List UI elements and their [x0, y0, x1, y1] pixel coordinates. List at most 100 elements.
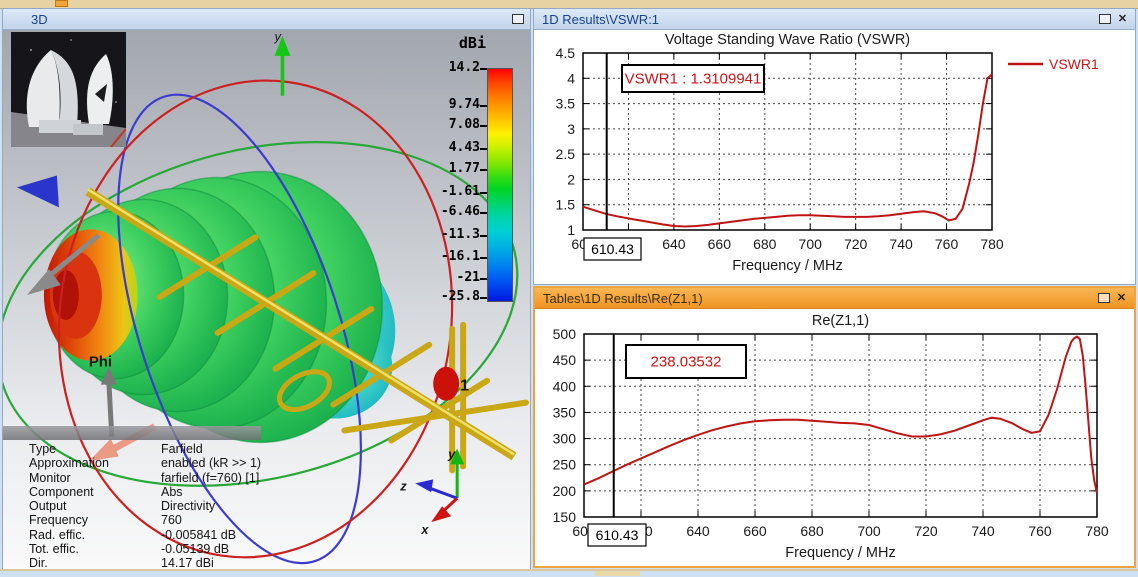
- svg-text:250: 250: [553, 457, 577, 473]
- info-row: Type Farfield: [29, 442, 203, 456]
- port-marker: [433, 366, 460, 401]
- close-icon[interactable]: ✕: [1116, 291, 1127, 304]
- x-axis-label: Frequency / MHz: [732, 258, 842, 274]
- panel-3d: 3D: [2, 8, 531, 570]
- svg-text:760: 760: [1028, 523, 1052, 539]
- restore-icon[interactable]: [1099, 14, 1111, 24]
- svg-text:450: 450: [553, 352, 577, 368]
- coordinate-circle-blue: [117, 93, 362, 565]
- port-label: 1: [460, 378, 469, 395]
- colorbar: [487, 68, 513, 302]
- panel-3d-titlebar[interactable]: 3D: [3, 9, 530, 30]
- status-accent: [595, 571, 640, 576]
- svg-text:3.5: 3.5: [556, 96, 576, 112]
- svg-text:3: 3: [567, 121, 575, 137]
- info-row: Tot. effic. -0.05139 dB: [29, 542, 230, 557]
- rez-chart-area: 6006206406606807007207407607801502002503…: [535, 309, 1134, 566]
- svg-text:780: 780: [980, 236, 1004, 252]
- panel-3d-title: 3D: [31, 11, 48, 27]
- close-icon[interactable]: ✕: [1117, 12, 1128, 25]
- info-row: Rad. effic. -0.005841 dB: [29, 527, 237, 542]
- series-Re(Z1,1): [583, 335, 1098, 494]
- triad-z-label: z: [399, 478, 407, 493]
- svg-text:4: 4: [567, 70, 575, 86]
- info-row: Monitor farfield (f=760) [1]: [29, 470, 260, 485]
- svg-text:2.5: 2.5: [556, 146, 576, 162]
- panel-vswr-titlebar[interactable]: 1D Results\VSWR:1 ✕: [534, 9, 1135, 30]
- svg-text:640: 640: [686, 523, 710, 539]
- svg-text:660: 660: [743, 523, 767, 539]
- panel-rez: Tables\1D Results\Re(Z1,1) ✕ 60062064066…: [533, 286, 1136, 568]
- info-overlay-bar: [3, 426, 261, 440]
- rez-chart[interactable]: 6006206406606807007207407607801502002503…: [535, 309, 1135, 567]
- phi-label: Phi: [89, 354, 112, 371]
- svg-text:1.5: 1.5: [556, 197, 576, 213]
- svg-text:780: 780: [1085, 523, 1109, 539]
- svg-text:680: 680: [753, 236, 777, 252]
- 3d-viewport[interactable]: Phi y 1 y z x: [3, 30, 530, 570]
- svg-text:400: 400: [553, 378, 577, 394]
- svg-text:610.43: 610.43: [591, 241, 634, 257]
- svg-text:350: 350: [553, 404, 577, 420]
- info-row: Approximation enabled (kR >> 1): [29, 456, 262, 471]
- chart-title: Re(Z1,1): [812, 313, 869, 329]
- restore-icon[interactable]: [1098, 293, 1110, 303]
- axis-triad-icon: [415, 448, 465, 523]
- svg-text:238.03532: 238.03532: [651, 354, 722, 371]
- svg-text:4.5: 4.5: [556, 45, 576, 61]
- marker-x-box: [587, 523, 647, 547]
- svg-text:300: 300: [553, 431, 577, 447]
- svg-text:760: 760: [935, 236, 959, 252]
- vswr-chart[interactable]: 60062064066068070072074076078011.522.533…: [534, 30, 1134, 285]
- svg-text:610.43: 610.43: [596, 527, 639, 543]
- svg-text:1: 1: [567, 222, 575, 238]
- svg-text:700: 700: [799, 236, 823, 252]
- svg-text:2: 2: [567, 171, 575, 187]
- info-row: Output Directivity: [29, 499, 216, 514]
- legend-label: VSWR1: [1049, 56, 1099, 72]
- 3d-scene: Phi y 1 y z x: [3, 30, 530, 565]
- vswr-chart-area: 60062064066068070072074076078011.522.533…: [534, 30, 1135, 284]
- toolbar-accent: [55, 0, 68, 7]
- status-strip: [0, 569, 1138, 577]
- farfield-info-table: Type Farfield Approximation enabled (kR >> …: [29, 442, 279, 571]
- svg-text:700: 700: [857, 523, 881, 539]
- restore-icon[interactable]: [512, 14, 524, 24]
- panel-vswr: 1D Results\VSWR:1 ✕ 60062064066068070072…: [533, 8, 1136, 285]
- boom-arrow-icon: [16, 175, 59, 208]
- svg-text:720: 720: [844, 236, 868, 252]
- triad-x-label: x: [420, 522, 429, 537]
- marker-x-box: [583, 237, 642, 261]
- svg-text:740: 740: [971, 523, 995, 539]
- svg-text:500: 500: [553, 326, 577, 342]
- triad-y-label: y: [447, 446, 456, 461]
- svg-text:VSWR1 : 1.3109941: VSWR1 : 1.3109941: [625, 71, 762, 88]
- series-VSWR1: [582, 73, 993, 228]
- panel-vswr-title: 1D Results\VSWR:1: [542, 11, 660, 27]
- svg-text:150: 150: [553, 509, 577, 525]
- svg-text:680: 680: [800, 523, 824, 539]
- y-top-label: y: [273, 30, 282, 44]
- chart-title: Voltage Standing Wave Ratio (VSWR): [665, 32, 910, 48]
- antenna-model: [16, 175, 530, 474]
- panel-rez-titlebar[interactable]: Tables\1D Results\Re(Z1,1) ✕: [535, 288, 1134, 309]
- svg-text:200: 200: [553, 483, 577, 499]
- coordinate-circle-green: [3, 141, 519, 487]
- info-row: Frequency 760: [29, 513, 182, 528]
- svg-text:740: 740: [889, 236, 913, 252]
- svg-text:660: 660: [708, 236, 732, 252]
- svg-text:640: 640: [662, 236, 686, 252]
- info-row: Dir. 14.17 dBi: [29, 556, 214, 571]
- svg-text:720: 720: [914, 523, 938, 539]
- info-row: Component Abs: [29, 484, 183, 499]
- plot-border: [583, 333, 1098, 518]
- marker-value-box: [625, 344, 747, 379]
- panel-rez-title: Tables\1D Results\Re(Z1,1): [543, 290, 703, 306]
- y-axis-arrow-icon: [274, 35, 291, 96]
- antenna-model-inset: [11, 32, 126, 147]
- marker-value-box: [621, 64, 765, 93]
- x-axis-label: Frequency / MHz: [785, 545, 895, 561]
- plot-border: [582, 52, 993, 231]
- colorbar-title: dBi: [458, 34, 486, 52]
